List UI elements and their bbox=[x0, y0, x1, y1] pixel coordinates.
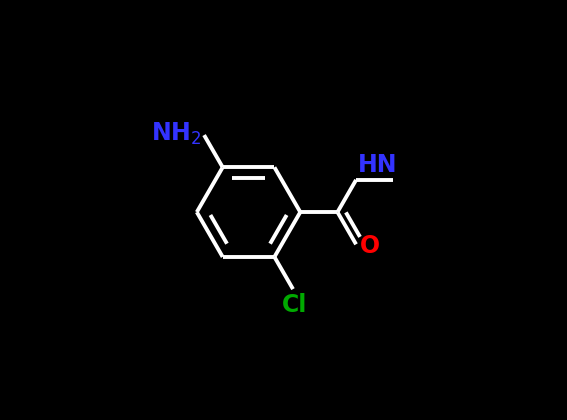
Text: HN: HN bbox=[358, 153, 397, 177]
Text: NH$_2$: NH$_2$ bbox=[151, 121, 201, 147]
Text: O: O bbox=[360, 234, 380, 257]
Text: Cl: Cl bbox=[282, 293, 307, 317]
